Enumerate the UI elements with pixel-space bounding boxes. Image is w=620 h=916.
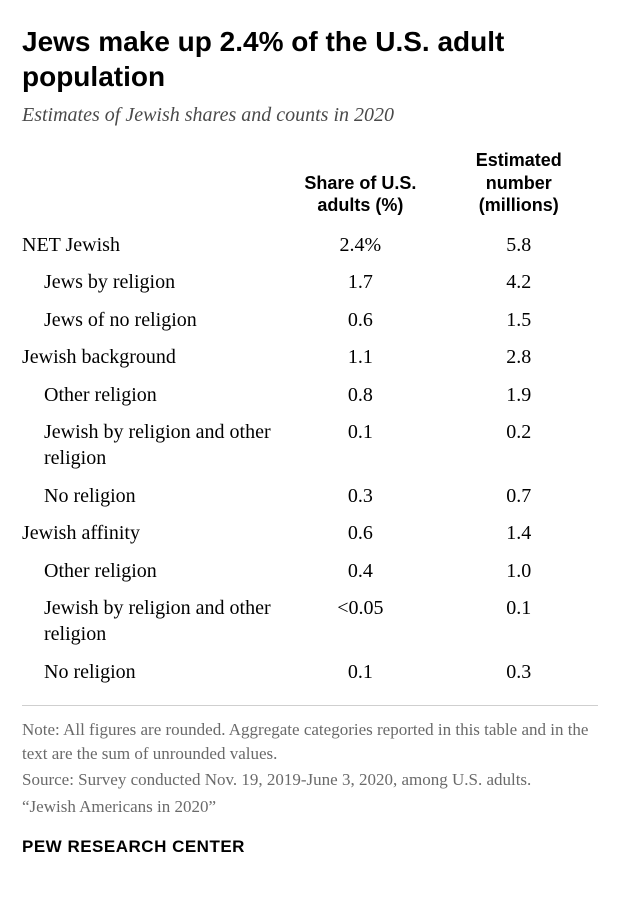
table-card: Jews make up 2.4% of the U.S. adult popu… xyxy=(0,0,620,877)
row-share: 2.4% xyxy=(281,227,439,265)
table-row: NET Jewish 2.4% 5.8 xyxy=(22,227,598,265)
row-label: Other religion xyxy=(22,377,281,415)
report-text: “Jewish Americans in 2020” xyxy=(22,795,598,819)
row-count: 1.9 xyxy=(440,377,598,415)
row-label: No religion xyxy=(22,478,281,516)
row-share: 1.1 xyxy=(281,339,439,377)
table-row: Other religion 0.8 1.9 xyxy=(22,377,598,415)
table-row: Other religion 0.4 1.0 xyxy=(22,553,598,591)
footnotes: Note: All figures are rounded. Aggregate… xyxy=(22,705,598,819)
row-count: 1.0 xyxy=(440,553,598,591)
row-share: <0.05 xyxy=(281,590,439,653)
table-row: Jews of no religion 0.6 1.5 xyxy=(22,302,598,340)
page-subtitle: Estimates of Jewish shares and counts in… xyxy=(22,104,598,127)
table-row: Jewish affinity 0.6 1.4 xyxy=(22,515,598,553)
row-share: 0.6 xyxy=(281,515,439,553)
table-header-count: Estimated number (millions) xyxy=(440,145,598,227)
row-share: 0.1 xyxy=(281,414,439,477)
row-count: 2.8 xyxy=(440,339,598,377)
row-count: 4.2 xyxy=(440,264,598,302)
table-row: Jews by religion 1.7 4.2 xyxy=(22,264,598,302)
row-label: No religion xyxy=(22,654,281,692)
row-label: NET Jewish xyxy=(22,227,281,265)
source-text: Source: Survey conducted Nov. 19, 2019-J… xyxy=(22,768,598,792)
row-count: 1.4 xyxy=(440,515,598,553)
row-label: Jewish by religion and other religion xyxy=(22,590,281,653)
table-header-row: Share of U.S. adults (%) Estimated numbe… xyxy=(22,145,598,227)
data-table: Share of U.S. adults (%) Estimated numbe… xyxy=(22,145,598,691)
brand-attribution: PEW RESEARCH CENTER xyxy=(22,837,598,857)
table-body: NET Jewish 2.4% 5.8 Jews by religion 1.7… xyxy=(22,227,598,692)
table-row: Jewish by religion and other religion 0.… xyxy=(22,414,598,477)
table-row: Jewish background 1.1 2.8 xyxy=(22,339,598,377)
row-label: Jewish by religion and other religion xyxy=(22,414,281,477)
row-share: 0.1 xyxy=(281,654,439,692)
row-count: 0.2 xyxy=(440,414,598,477)
row-count: 0.7 xyxy=(440,478,598,516)
row-label: Jewish affinity xyxy=(22,515,281,553)
row-label: Jews of no religion xyxy=(22,302,281,340)
note-text: Note: All figures are rounded. Aggregate… xyxy=(22,718,598,766)
row-share: 1.7 xyxy=(281,264,439,302)
table-header-share: Share of U.S. adults (%) xyxy=(281,145,439,227)
table-row: Jewish by religion and other religion <0… xyxy=(22,590,598,653)
row-label: Jewish background xyxy=(22,339,281,377)
page-title: Jews make up 2.4% of the U.S. adult popu… xyxy=(22,24,598,94)
row-share: 0.8 xyxy=(281,377,439,415)
row-label: Jews by religion xyxy=(22,264,281,302)
row-share: 0.3 xyxy=(281,478,439,516)
table-header-blank xyxy=(22,145,281,227)
row-label: Other religion xyxy=(22,553,281,591)
table-row: No religion 0.3 0.7 xyxy=(22,478,598,516)
row-share: 0.6 xyxy=(281,302,439,340)
row-count: 0.1 xyxy=(440,590,598,653)
row-share: 0.4 xyxy=(281,553,439,591)
table-row: No religion 0.1 0.3 xyxy=(22,654,598,692)
row-count: 0.3 xyxy=(440,654,598,692)
row-count: 5.8 xyxy=(440,227,598,265)
row-count: 1.5 xyxy=(440,302,598,340)
